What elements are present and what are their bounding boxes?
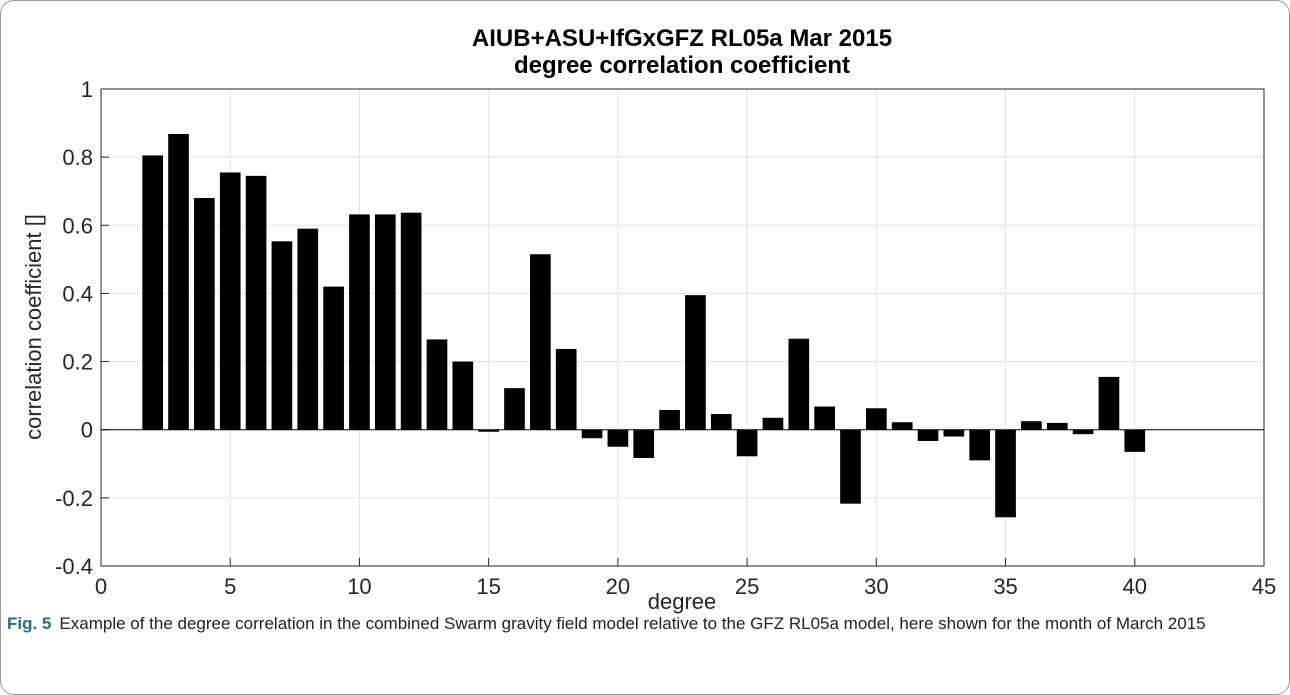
bar (659, 409, 680, 430)
x-tick-label: 25 (735, 574, 759, 599)
chart-subtitle: degree correlation coefficient (514, 52, 850, 79)
x-tick-label: 30 (864, 574, 888, 599)
bar (633, 429, 655, 458)
y-tick-label: 0.2 (62, 350, 93, 375)
bar (323, 286, 344, 430)
bar (581, 429, 603, 439)
bar (478, 429, 500, 432)
x-tick-label: 15 (476, 574, 500, 599)
bar (1072, 429, 1094, 435)
x-tick-label: 0 (95, 574, 107, 599)
bar (969, 429, 991, 461)
caption: Fig. 5 Example of the degree correlation … (7, 608, 1277, 639)
bar (142, 155, 164, 430)
bar (297, 228, 319, 430)
bar (1124, 429, 1146, 452)
bar (1098, 376, 1120, 430)
x-axis-label: degree (648, 589, 717, 614)
y-tick-label: -0.4 (55, 554, 93, 579)
bar (943, 429, 965, 437)
y-tick-label: 0.6 (62, 213, 93, 238)
bar (814, 406, 835, 430)
y-tick-label: 0 (81, 418, 93, 443)
bar (840, 429, 861, 504)
bar (374, 214, 396, 430)
y-axis-label: correlation coefficient [] (21, 214, 46, 440)
bar (452, 361, 474, 430)
caption-label: Fig. 5 (7, 614, 52, 633)
plot-frame (100, 88, 1265, 567)
bar (995, 429, 1016, 518)
caption-text: Example of the degree correlation in the… (59, 614, 1206, 633)
bar (349, 214, 370, 430)
bar (194, 198, 215, 430)
bar (788, 338, 810, 430)
bar (504, 388, 525, 430)
bar (685, 295, 706, 430)
bar (271, 241, 293, 430)
y-tick-label: 0.4 (62, 281, 93, 306)
bar (736, 429, 758, 457)
bar (710, 414, 732, 430)
bar (555, 348, 577, 430)
y-tick-label: 1 (81, 77, 93, 102)
bar (219, 172, 241, 430)
x-tick-label: 40 (1123, 574, 1147, 599)
x-tick-label: 10 (347, 574, 371, 599)
y-tick-label: 0.8 (62, 145, 93, 170)
chart-title: AIUB+ASU+IfGxGFZ RL05a Mar 2015 (472, 25, 892, 52)
bar (426, 339, 448, 430)
x-tick-label: 20 (606, 574, 630, 599)
x-tick-label: 35 (993, 574, 1017, 599)
bar (245, 175, 267, 430)
bar (865, 408, 887, 430)
bar (891, 422, 913, 430)
bar (1021, 421, 1042, 430)
bar (762, 417, 784, 430)
bar (607, 429, 629, 447)
bar (1046, 422, 1068, 430)
x-tick-label: 45 (1252, 574, 1276, 599)
bar (400, 212, 422, 430)
bar (530, 254, 551, 430)
y-tick-label: -0.2 (55, 486, 93, 511)
bar (168, 133, 189, 430)
x-tick-label: 5 (224, 574, 236, 599)
bar (917, 429, 939, 441)
